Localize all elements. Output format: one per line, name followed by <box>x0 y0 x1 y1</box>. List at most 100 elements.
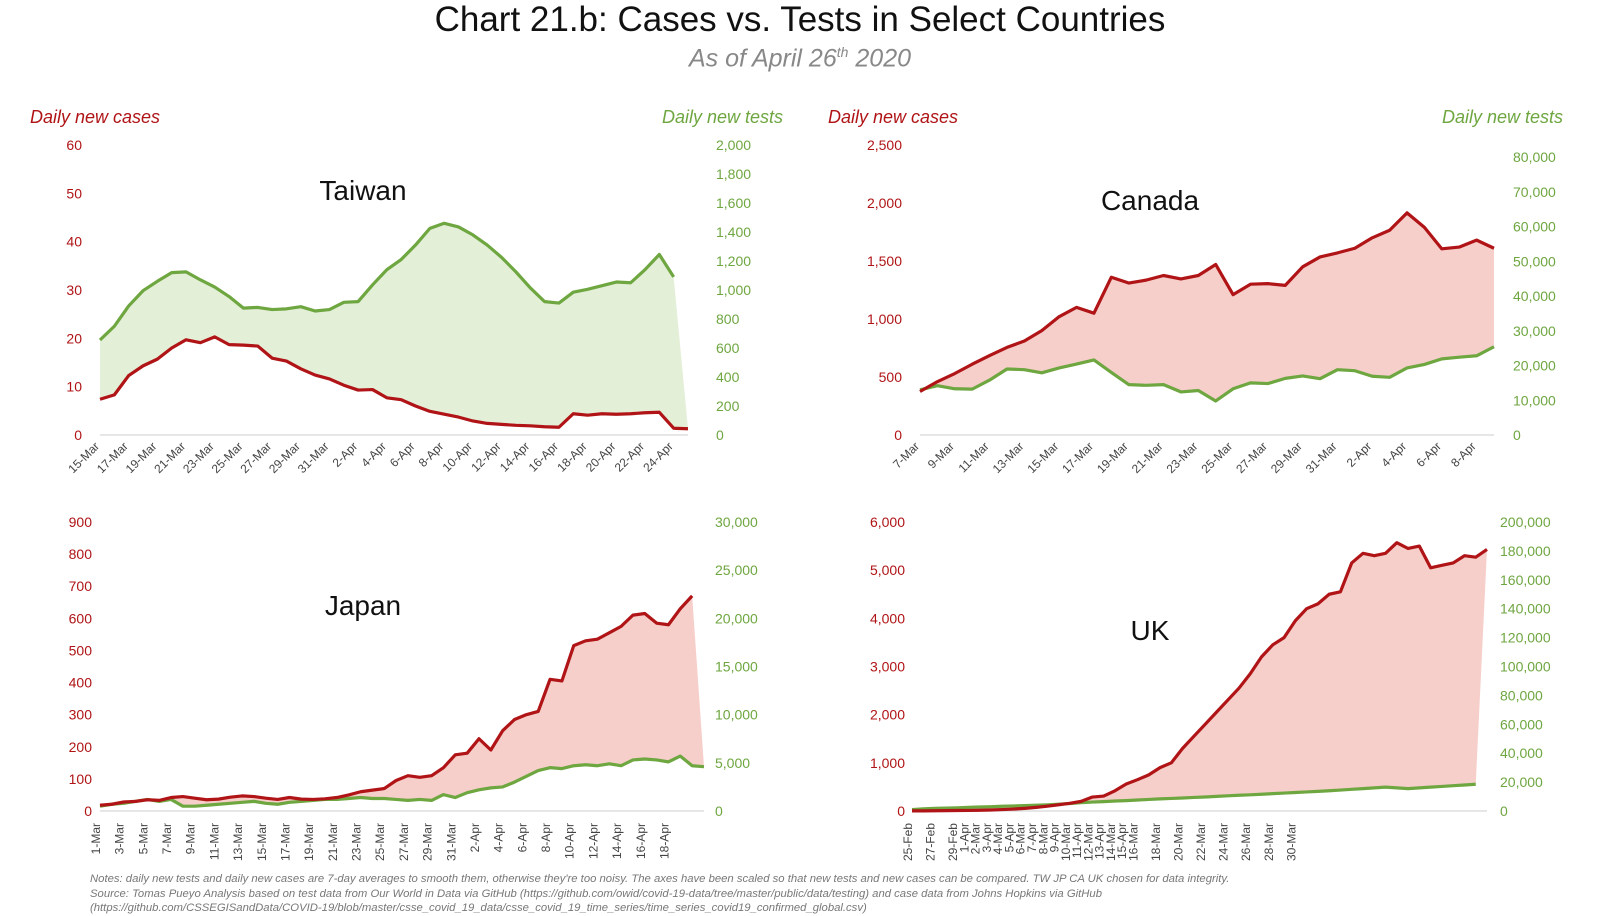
y-tick-right: 15,000 <box>715 659 758 675</box>
x-tick-label: 3-Apr <box>980 823 994 852</box>
y-tick-right: 10,000 <box>715 707 758 723</box>
y-tick-right: 1,000 <box>716 282 751 298</box>
x-tick-label: 25-Mar <box>209 439 246 476</box>
x-tick-label: 15-Mar <box>1024 439 1061 476</box>
y-tick-right: 200,000 <box>1500 514 1551 530</box>
x-tick-label: 24-Apr <box>640 439 675 474</box>
x-tick-label: 17-Mar <box>1059 439 1096 476</box>
x-tick-label: 22-Apr <box>612 439 647 474</box>
y-tick-left: 400 <box>69 675 93 691</box>
x-tick-label: 29-Feb <box>946 823 960 861</box>
x-tick-label: 25-Mar <box>373 823 387 861</box>
y-tick-right: 120,000 <box>1500 630 1551 646</box>
x-tick-label: 21-Mar <box>326 823 340 861</box>
x-tick-label: 4-Apr <box>492 823 506 852</box>
x-tick-label: 29-Mar <box>1268 439 1305 476</box>
x-tick-label: 19-Mar <box>302 823 316 861</box>
y-tick-right: 20,000 <box>1513 358 1556 374</box>
x-tick-label: 15-Apr <box>1115 823 1129 859</box>
x-tick-label: 1-Apr <box>957 823 971 852</box>
x-tick-label: 13-Apr <box>1093 823 1107 859</box>
y-tick-left: 5,000 <box>870 562 905 578</box>
y-tick-right: 60,000 <box>1513 219 1556 235</box>
y-tick-right: 40,000 <box>1513 288 1556 304</box>
x-tick-label: 25-Mar <box>1198 439 1235 476</box>
y-tick-left: 700 <box>69 578 93 594</box>
y-tick-left: 40 <box>66 234 82 250</box>
y-tick-right: 5,000 <box>715 755 750 771</box>
x-tick-label: 10-Apr <box>440 439 475 474</box>
panel-title-canada: Canada <box>1101 185 1200 216</box>
tests-line-uk <box>911 782 1476 812</box>
y-tick-left: 2,000 <box>870 707 905 723</box>
x-tick-label: 4-Apr <box>1379 439 1410 470</box>
y-tick-left: 4,000 <box>870 610 905 626</box>
x-tick-label: 19-Mar <box>1094 439 1131 476</box>
x-tick-label: 27-Feb <box>924 823 938 861</box>
y-axis-label-right: Daily new tests <box>1442 107 1563 127</box>
x-tick-label: 29-Mar <box>421 823 435 861</box>
y-tick-left: 1,000 <box>870 755 905 771</box>
y-tick-left: 2,500 <box>867 137 902 153</box>
x-tick-label: 23-Mar <box>350 823 364 861</box>
y-tick-left: 1,500 <box>867 253 902 269</box>
y-tick-left: 500 <box>879 369 903 385</box>
x-tick-label: 19-Mar <box>123 439 160 476</box>
x-tick-label: 31-Mar <box>295 439 332 476</box>
y-tick-left: 6,000 <box>870 514 905 530</box>
y-tick-left: 800 <box>69 546 93 562</box>
x-tick-label: 30-Mar <box>1284 823 1298 861</box>
x-tick-label: 21-Mar <box>1129 439 1166 476</box>
cases-line-taiwan <box>99 335 689 431</box>
x-tick-label: 2-Apr <box>468 823 482 852</box>
x-tick-label: 23-Mar <box>180 439 217 476</box>
x-tick-label: 11-Mar <box>207 823 221 860</box>
y-tick-right: 20,000 <box>1500 774 1543 790</box>
subtitle-main: As of April 26 <box>688 44 837 73</box>
x-tick-label: 8-Mar <box>1036 823 1050 854</box>
y-tick-left: 300 <box>69 707 93 723</box>
y-tick-left: 60 <box>66 137 82 153</box>
area-fill-japan <box>100 595 704 807</box>
y-tick-left: 0 <box>894 427 902 443</box>
y-tick-left: 2,000 <box>867 195 902 211</box>
y-tick-right: 30,000 <box>1513 323 1556 339</box>
y-tick-right: 0 <box>1513 427 1521 443</box>
tests-line-japan <box>99 754 705 808</box>
y-tick-right: 1,600 <box>716 195 751 211</box>
x-tick-label: 25-Feb <box>901 823 915 861</box>
panel-title-japan: Japan <box>325 590 401 621</box>
x-tick-label: 15-Mar <box>65 439 102 476</box>
subtitle-sup: th <box>836 44 849 60</box>
y-tick-right: 1,200 <box>716 253 751 269</box>
y-tick-right: 80,000 <box>1513 149 1556 165</box>
x-tick-label: 9-Mar <box>184 823 198 854</box>
x-tick-label: 8-Apr <box>1448 439 1479 470</box>
x-tick-label: 6-Mar <box>1014 823 1028 854</box>
x-tick-label: 10-Mar <box>1059 823 1073 861</box>
y-tick-right: 0 <box>715 803 723 819</box>
x-tick-label: 31-Mar <box>1303 439 1340 476</box>
area-fill-uk <box>912 542 1487 811</box>
x-tick-label: 27-Mar <box>397 823 411 861</box>
cases-line-japan <box>99 594 694 807</box>
x-tick-label: 6-Apr <box>387 439 418 470</box>
x-tick-label: 9-Apr <box>1048 823 1062 852</box>
x-tick-label: 11-Mar <box>956 439 992 475</box>
x-tick-label: 18-Apr <box>657 823 671 859</box>
x-tick-label: 14-Apr <box>610 823 624 859</box>
y-tick-right: 25,000 <box>715 562 758 578</box>
y-tick-right: 0 <box>1500 803 1508 819</box>
tests-line-taiwan <box>98 221 676 342</box>
y-tick-left: 1,000 <box>867 311 902 327</box>
y-tick-right: 30,000 <box>715 514 758 530</box>
x-tick-label: 9-Mar <box>925 439 957 471</box>
chart-notes: Notes: daily new tests and daily new cas… <box>90 872 1570 916</box>
x-tick-label: 6-Apr <box>515 823 529 852</box>
y-tick-right: 400 <box>716 369 740 385</box>
x-tick-label: 13-Mar <box>231 823 245 861</box>
x-tick-label: 18-Apr <box>554 439 589 474</box>
x-tick-label: 28-Mar <box>1262 823 1276 861</box>
x-tick-label: 17-Mar <box>94 439 131 476</box>
y-tick-right: 20,000 <box>715 610 758 626</box>
